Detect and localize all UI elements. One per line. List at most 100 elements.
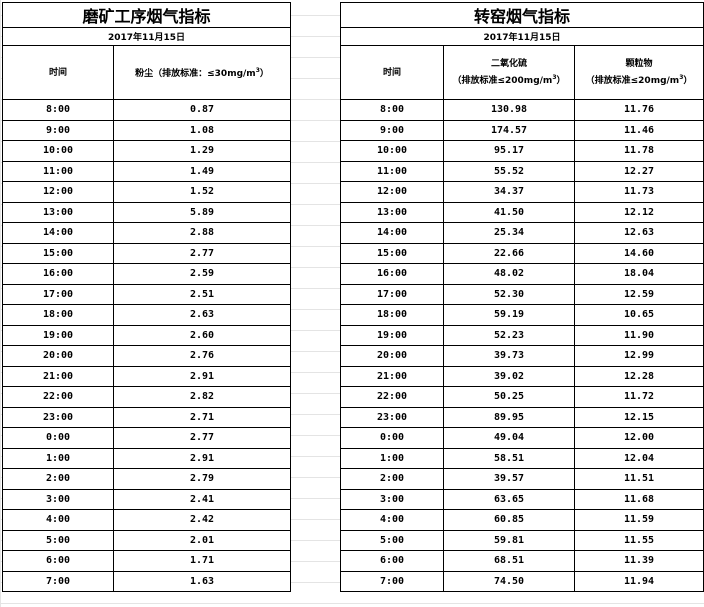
dust-value-cell: 2.63	[112, 304, 292, 326]
so2-value-cell: 39.02	[443, 365, 575, 387]
pm-standard: （排放标准≤20mg/m	[585, 76, 680, 86]
dust-value-cell: 2.91	[112, 447, 292, 469]
time-cell: 10:00	[2, 140, 114, 162]
time-cell: 16:00	[340, 263, 444, 285]
dust-value-cell: 0.87	[112, 99, 292, 121]
table-row: 6:00 1.71	[2, 550, 292, 572]
so2-value-cell: 49.04	[443, 427, 575, 449]
time-cell: 22:00	[340, 386, 444, 408]
table-row: 1:00 2.91	[2, 447, 292, 469]
so2-value-cell: 59.81	[443, 529, 575, 551]
time-cell: 5:00	[2, 529, 114, 551]
particulate-value-cell: 11.39	[573, 550, 704, 572]
pm-standard-close: ）	[683, 76, 693, 86]
so2-value-cell: 59.19	[443, 304, 575, 326]
time-cell: 20:00	[340, 345, 444, 367]
time-cell: 11:00	[2, 160, 114, 182]
table-row: 2:00 2.79	[2, 468, 292, 490]
particulate-value-cell: 11.73	[573, 181, 704, 203]
time-cell: 19:00	[340, 324, 444, 346]
particulate-value-cell: 11.59	[573, 509, 704, 531]
dust-value-cell: 2.51	[112, 283, 292, 305]
dust-value-cell: 1.71	[112, 550, 292, 572]
time-cell: 3:00	[2, 488, 114, 510]
so2-value-cell: 25.34	[443, 222, 575, 244]
time-cell: 16:00	[2, 263, 114, 285]
particulate-value-cell: 12.12	[573, 201, 704, 223]
particulate-value-cell: 11.76	[573, 99, 704, 121]
table-row: 18:00 2.63	[2, 304, 292, 326]
so2-name: 二氧化硫	[490, 59, 527, 69]
time-cell: 15:00	[2, 242, 114, 264]
particulate-value-cell: 12.04	[573, 447, 704, 469]
table-row: 13:00 41.50 12.12	[340, 201, 704, 223]
time-cell: 22:00	[2, 386, 114, 408]
so2-value-cell: 39.57	[443, 468, 575, 490]
time-cell: 17:00	[2, 283, 114, 305]
time-cell: 14:00	[340, 222, 444, 244]
time-cell: 13:00	[340, 201, 444, 223]
time-cell: 6:00	[340, 550, 444, 572]
table-row: 0:00 2.77	[2, 427, 292, 449]
so2-value-cell: 41.50	[443, 201, 575, 223]
dust-value-cell: 2.42	[112, 509, 292, 531]
so2-value-cell: 68.51	[443, 550, 575, 572]
table-row: 17:00 52.30 12.59	[340, 283, 704, 305]
time-cell: 21:00	[340, 365, 444, 387]
time-cell: 11:00	[340, 160, 444, 182]
dust-value-cell: 1.29	[112, 140, 292, 162]
time-cell: 8:00	[340, 99, 444, 121]
time-cell: 4:00	[340, 509, 444, 531]
table-row: 23:00 2.71	[2, 406, 292, 428]
table-row: 16:00 2.59	[2, 263, 292, 285]
table-row: 2:00 39.57 11.51	[340, 468, 704, 490]
dust-value-cell: 2.88	[112, 222, 292, 244]
so2-value-cell: 63.65	[443, 488, 575, 510]
time-cell: 18:00	[340, 304, 444, 326]
time-cell: 8:00	[2, 99, 114, 121]
time-cell: 0:00	[2, 427, 114, 449]
so2-value-cell: 34.37	[443, 181, 575, 203]
table-row: 14:00 2.88	[2, 222, 292, 244]
dust-value-cell: 1.08	[112, 119, 292, 141]
time-cell: 7:00	[340, 570, 444, 592]
particulate-value-cell: 18.04	[573, 263, 704, 285]
particulate-value-cell: 14.60	[573, 242, 704, 264]
table-row: 15:00 2.77	[2, 242, 292, 264]
table-row: 3:00 63.65 11.68	[340, 488, 704, 510]
table-row: 13:00 5.89	[2, 201, 292, 223]
time-cell: 10:00	[340, 140, 444, 162]
table-row: 22:00 2.82	[2, 386, 292, 408]
time-cell: 13:00	[2, 201, 114, 223]
table-row: 4:00 2.42	[2, 509, 292, 531]
time-cell: 1:00	[340, 447, 444, 469]
table-row: 23:00 89.95 12.15	[340, 406, 704, 428]
table-row: 8:00 130.98 11.76	[340, 99, 704, 121]
particulate-value-cell: 11.46	[573, 119, 704, 141]
table-row: 20:00 2.76	[2, 345, 292, 367]
particulate-value-cell: 11.78	[573, 140, 704, 162]
table-row: 21:00 39.02 12.28	[340, 365, 704, 387]
table-row: 19:00 2.60	[2, 324, 292, 346]
time-cell: 21:00	[2, 365, 114, 387]
table-row: 3:00 2.41	[2, 488, 292, 510]
time-cell: 15:00	[340, 242, 444, 264]
unit-superscript: 3	[679, 74, 684, 81]
unit-superscript: 3	[552, 74, 557, 81]
particulate-value-cell: 11.72	[573, 386, 704, 408]
particulate-value-cell: 11.94	[573, 570, 704, 592]
dust-value-cell: 5.89	[112, 201, 292, 223]
table-row: 11:00 55.52 12.27	[340, 160, 704, 182]
dust-value-cell: 2.91	[112, 365, 292, 387]
dust-value-cell: 1.52	[112, 181, 292, 203]
table-row: 21:00 2.91	[2, 365, 292, 387]
table-title: 磨矿工序烟气指标	[1, 2, 292, 28]
so2-value-cell: 130.98	[443, 99, 575, 121]
table-row: 17:00 2.51	[2, 283, 292, 305]
table-row: 15:00 22.66 14.60	[340, 242, 704, 264]
grinding-flue-gas-table: 磨矿工序烟气指标 2017年11月15日 时间 粉尘（排放标准：≤30mg/m3…	[1, 2, 292, 592]
column-header-particulate: 颗粒物 （排放标准≤20mg/m3）	[573, 45, 704, 100]
so2-value-cell: 58.51	[443, 447, 575, 469]
table-row: 14:00 25.34 12.63	[340, 222, 704, 244]
time-cell: 5:00	[340, 529, 444, 551]
